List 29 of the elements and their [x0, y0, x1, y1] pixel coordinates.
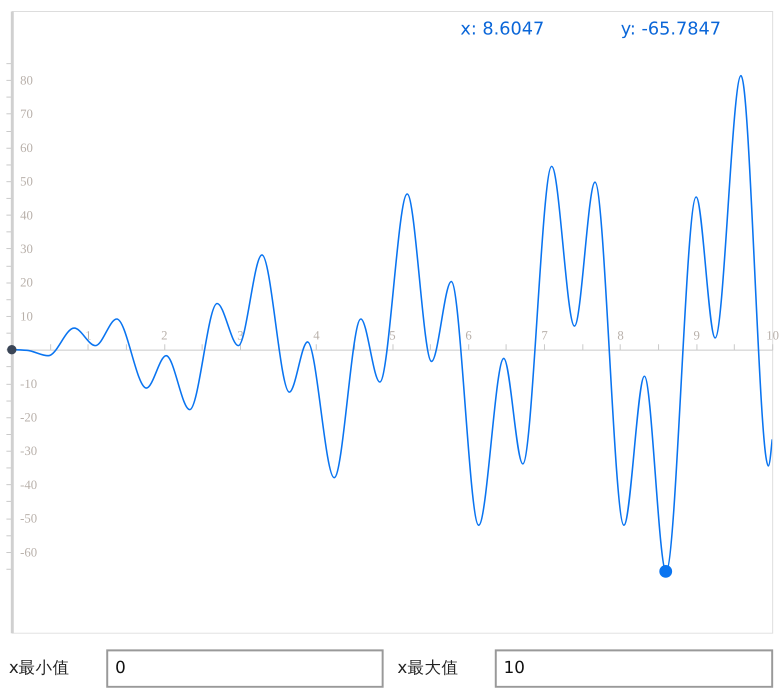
text: 0 [115, 657, 126, 678]
y-tick-label: -40 [20, 478, 38, 492]
y-tick-label: -30 [20, 444, 38, 458]
x-tick-label: 1 [85, 328, 92, 342]
y-tick-label: -60 [20, 545, 38, 560]
x-tick-label: 9 [693, 328, 700, 342]
y-tick-label: 10 [20, 309, 33, 324]
x-tick-label: 2 [161, 328, 168, 342]
y-tick-label: 50 [20, 174, 33, 189]
x-tick-label: 7 [541, 328, 548, 342]
text: x最大值 [397, 657, 458, 678]
x-tick-label: 6 [465, 328, 472, 342]
annotation: y: -65.7847 [620, 20, 721, 40]
y-tick-label: -50 [20, 512, 38, 526]
y-tick-label: 70 [20, 107, 33, 122]
y-tick-label: 30 [20, 242, 33, 256]
x-tick-label: 8 [617, 328, 624, 342]
x-tick-label: 4 [313, 328, 320, 342]
y-tick-label: 60 [20, 140, 33, 155]
x-tick-label: 5 [389, 328, 396, 342]
y-tick-label: -10 [20, 376, 38, 391]
y-tick-label: 40 [20, 208, 33, 222]
y-tick-label: 80 [20, 74, 33, 88]
y-tick-label: 20 [20, 276, 33, 290]
text: 10 [504, 657, 525, 678]
annotation: x: 8.6047 [460, 20, 544, 40]
y-tick-label: -20 [20, 410, 38, 424]
x-tick-label: 10 [766, 328, 780, 342]
text: x最小值 [8, 657, 70, 678]
